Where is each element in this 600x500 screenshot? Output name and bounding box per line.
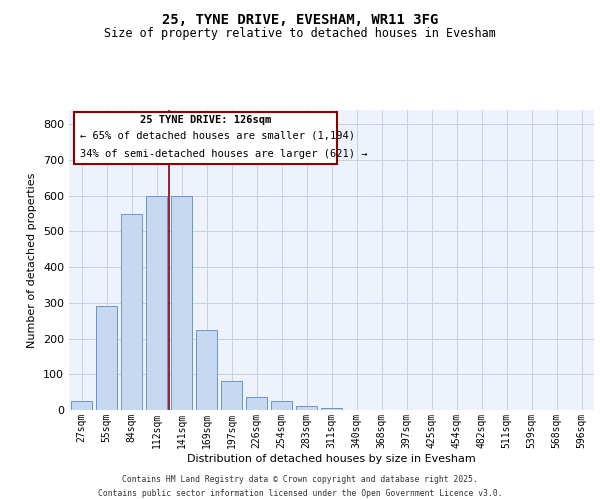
- Text: 25 TYNE DRIVE: 126sqm: 25 TYNE DRIVE: 126sqm: [140, 114, 271, 124]
- Bar: [121, 214, 142, 410]
- Bar: [221, 380, 242, 410]
- Text: Size of property relative to detached houses in Evesham: Size of property relative to detached ho…: [104, 28, 496, 40]
- Bar: [71, 401, 92, 410]
- Bar: [271, 401, 292, 410]
- Bar: [296, 406, 317, 410]
- FancyBboxPatch shape: [74, 112, 337, 164]
- Bar: [146, 196, 167, 410]
- X-axis label: Distribution of detached houses by size in Evesham: Distribution of detached houses by size …: [187, 454, 476, 464]
- Text: Contains HM Land Registry data © Crown copyright and database right 2025.
Contai: Contains HM Land Registry data © Crown c…: [98, 476, 502, 498]
- Bar: [246, 397, 267, 410]
- Y-axis label: Number of detached properties: Number of detached properties: [28, 172, 37, 348]
- Bar: [171, 196, 192, 410]
- Bar: [321, 408, 342, 410]
- Text: 34% of semi-detached houses are larger (621) →: 34% of semi-detached houses are larger (…: [79, 149, 367, 159]
- Text: ← 65% of detached houses are smaller (1,194): ← 65% of detached houses are smaller (1,…: [79, 131, 355, 141]
- Bar: [96, 306, 117, 410]
- Bar: [196, 330, 217, 410]
- Text: 25, TYNE DRIVE, EVESHAM, WR11 3FG: 25, TYNE DRIVE, EVESHAM, WR11 3FG: [162, 12, 438, 26]
